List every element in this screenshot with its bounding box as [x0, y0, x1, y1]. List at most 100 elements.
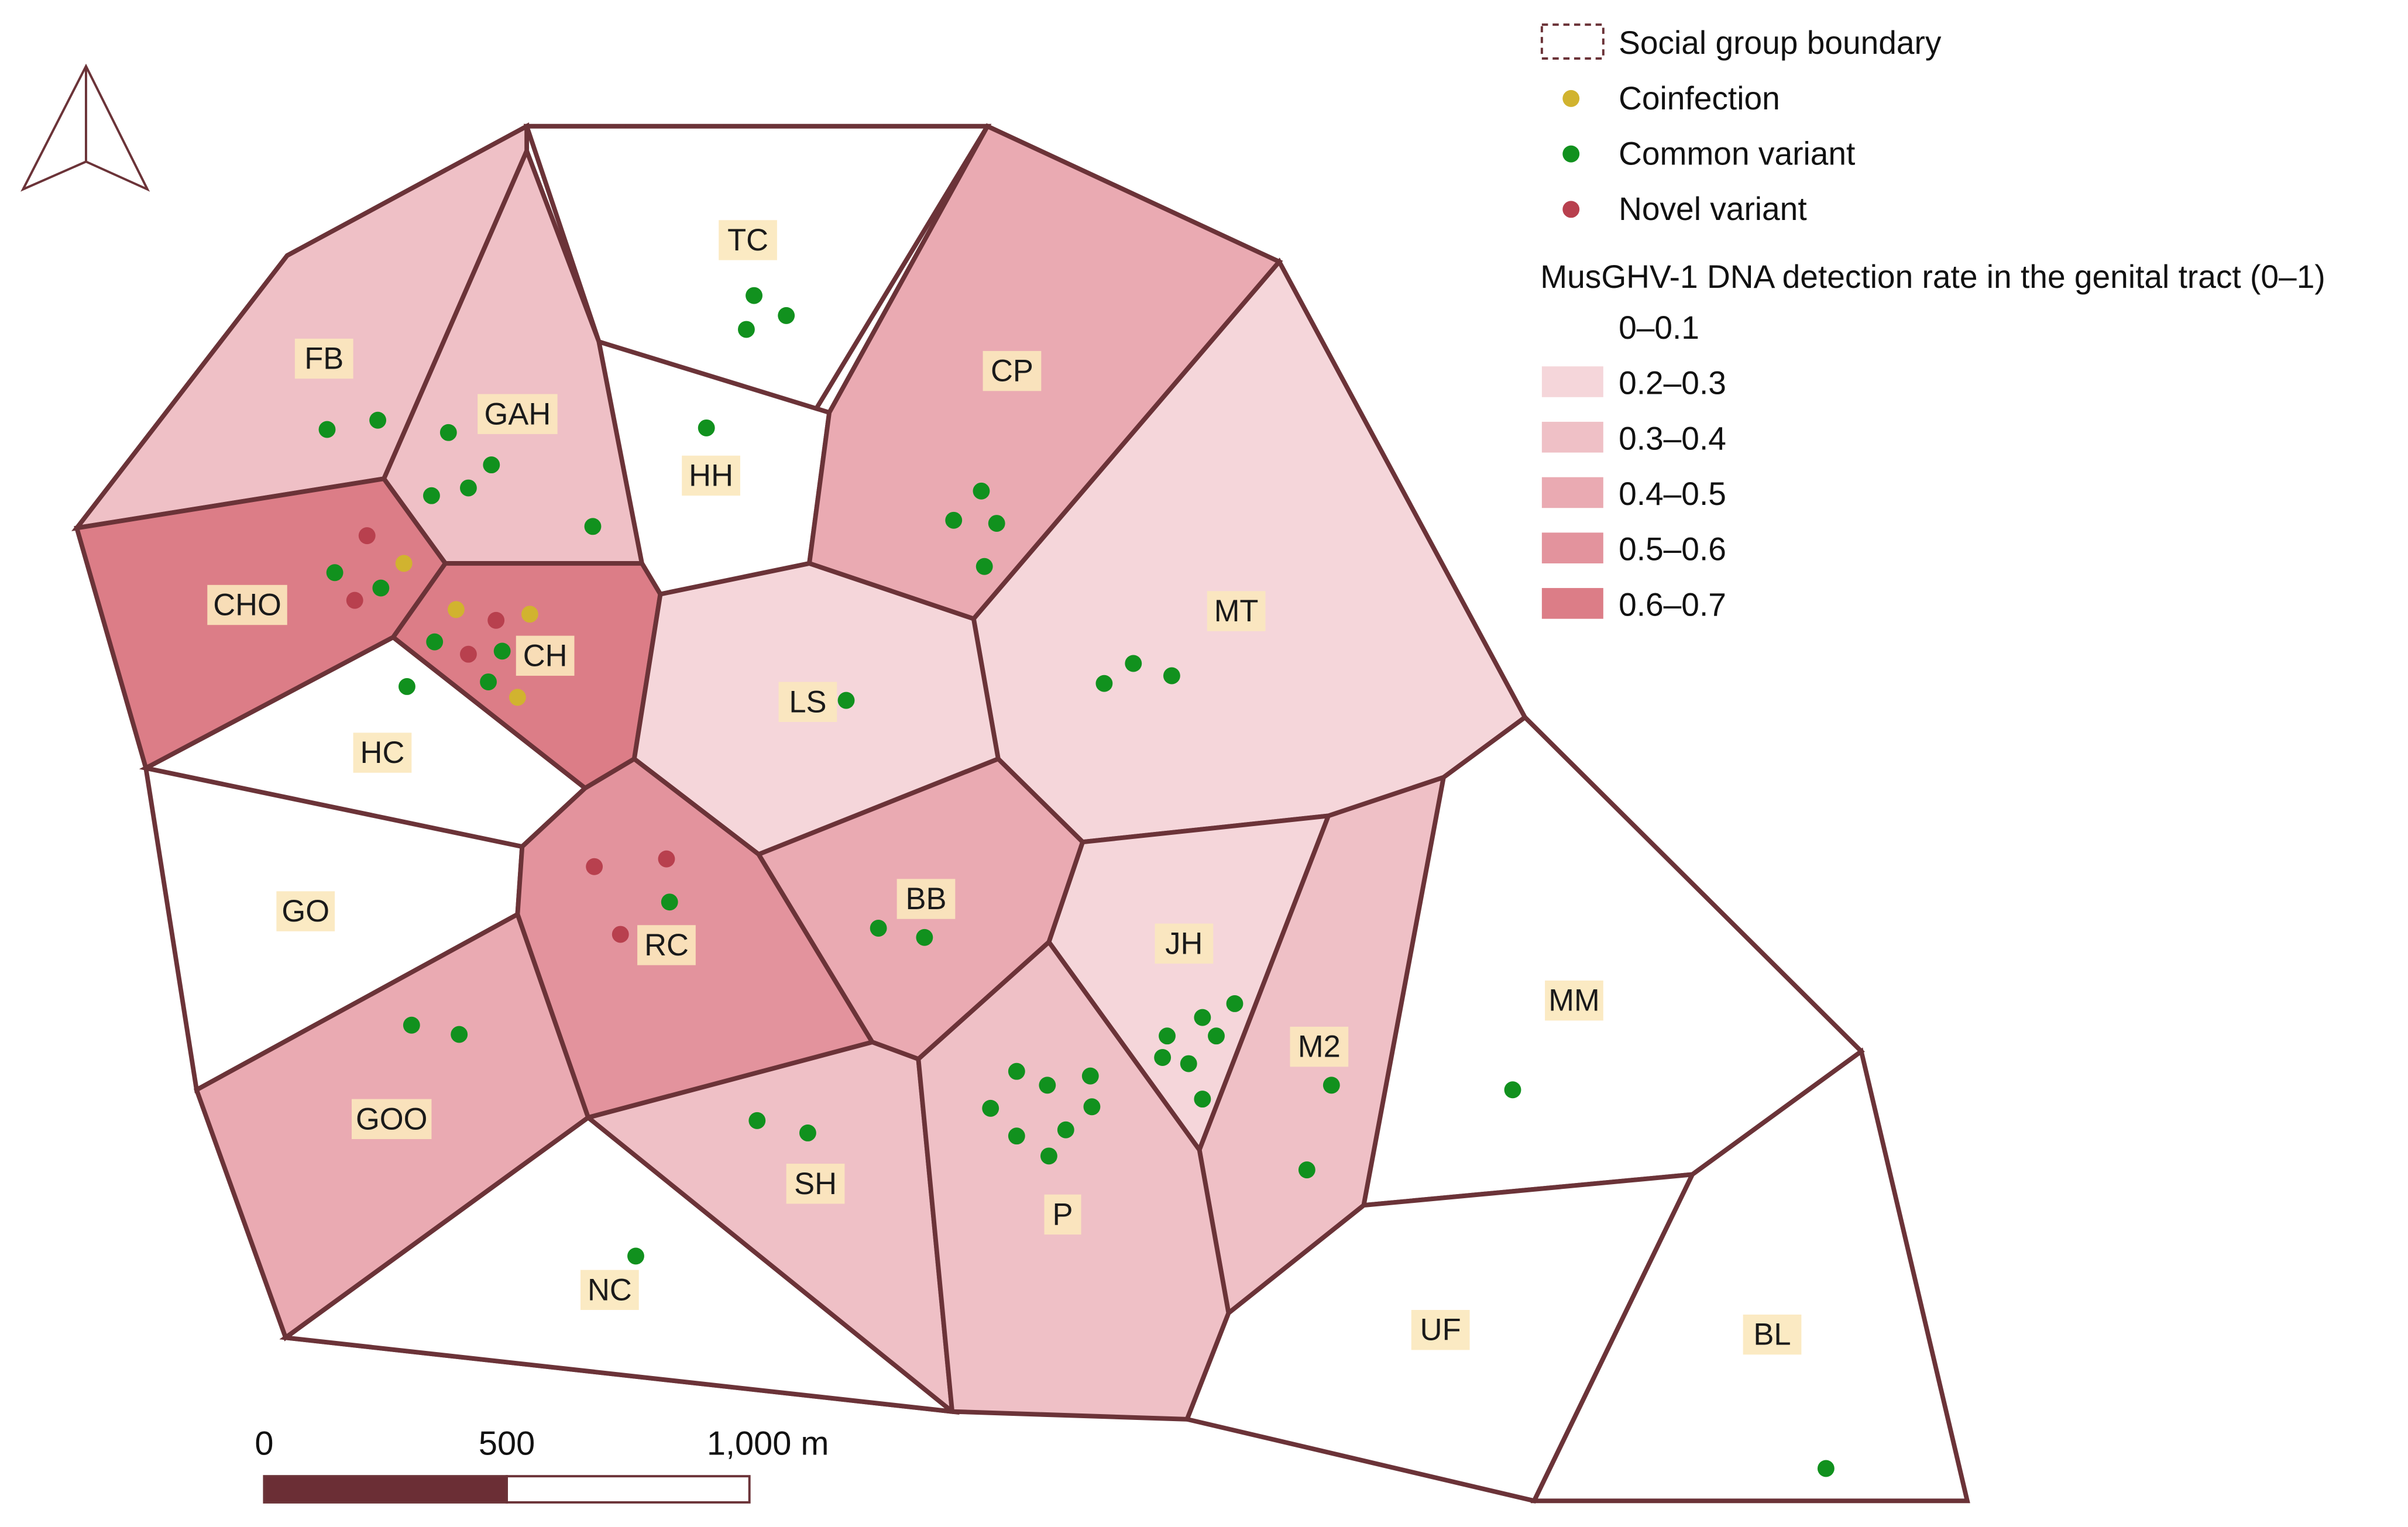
- label-background-goo: [351, 1099, 432, 1139]
- label-background-tc: [719, 220, 777, 260]
- group-label-fb: FB: [304, 341, 343, 376]
- common-variant-dot: [945, 511, 963, 529]
- outer-boundary: [75, 125, 1970, 1502]
- legend-coinfection-dot: [1562, 90, 1580, 107]
- common-variant-dot: [1040, 1147, 1057, 1165]
- legend-rate-swatch-3: [1541, 477, 1603, 508]
- common-variant-dot: [973, 482, 990, 500]
- label-background-rc: [637, 925, 696, 965]
- common-variant-dot: [661, 893, 678, 911]
- novel-variant-dot: [346, 591, 363, 609]
- label-background-ch: [516, 635, 575, 676]
- common-variant-dot: [1322, 1077, 1340, 1094]
- novel-variant-dot: [487, 611, 505, 629]
- legend-rate-label-1: 0.2–0.3: [1619, 364, 1726, 401]
- common-variant-dot: [799, 1124, 816, 1141]
- common-variant-dot: [326, 564, 343, 582]
- common-variant-dot: [451, 1026, 468, 1043]
- common-variant-dot: [698, 419, 715, 436]
- group-label-mt: MT: [1214, 594, 1259, 628]
- group-label-m2: M2: [1298, 1030, 1341, 1064]
- legend-common-variant-label: Common variant: [1619, 135, 1855, 171]
- group-label-nc: NC: [588, 1272, 632, 1307]
- label-background-gah: [478, 394, 558, 434]
- common-variant-dot: [426, 633, 444, 651]
- legend-rate-swatch-5: [1541, 588, 1603, 619]
- scale-label-500: 500: [479, 1425, 535, 1462]
- group-label-go: GO: [281, 894, 329, 928]
- legend-rate-label-3: 0.4–0.5: [1619, 476, 1726, 512]
- legend-common-variant-dot: [1562, 145, 1580, 163]
- group-label-cp: CP: [991, 354, 1033, 388]
- common-variant-dot: [399, 677, 415, 695]
- group-label-p: P: [1053, 1197, 1073, 1232]
- label-background-ls: [778, 682, 837, 722]
- legend-rate-swatch-0: [1541, 311, 1603, 342]
- common-variant-dot: [1504, 1081, 1521, 1099]
- common-variant-dot: [988, 515, 1005, 532]
- coinfection-dot: [395, 555, 413, 572]
- common-variant-dot: [1008, 1127, 1025, 1145]
- novel-variant-dot: [459, 645, 477, 663]
- common-variant-dot: [1083, 1098, 1101, 1116]
- common-variant-dot: [1226, 995, 1243, 1012]
- common-variant-dot: [1125, 655, 1142, 672]
- group-label-tc: TC: [727, 223, 768, 257]
- novel-variant-dot: [658, 850, 675, 868]
- common-variant-dot: [403, 1016, 420, 1034]
- label-background-m2: [1290, 1026, 1349, 1067]
- coinfection-dot: [448, 601, 465, 618]
- label-background-mm: [1545, 980, 1603, 1021]
- common-variant-dot: [439, 424, 457, 441]
- common-variant-dot: [1081, 1067, 1099, 1085]
- common-variant-dot: [483, 456, 500, 474]
- common-variant-dot: [493, 642, 511, 660]
- legend-coinfection-label: Coinfection: [1619, 80, 1780, 116]
- label-background-go: [276, 891, 335, 931]
- label-background-sh: [786, 1164, 845, 1204]
- common-variant-dot: [1039, 1077, 1056, 1094]
- common-variant-dot: [1163, 667, 1180, 685]
- label-background-hh: [682, 455, 740, 496]
- common-variant-dot: [1095, 675, 1113, 692]
- group-label-jh: JH: [1165, 926, 1203, 961]
- common-variant-dot: [746, 287, 762, 304]
- coinfection-dot: [521, 606, 538, 623]
- novel-variant-dot: [612, 926, 629, 943]
- common-variant-dot: [778, 307, 795, 324]
- common-variant-dot: [1159, 1027, 1176, 1045]
- common-variant-dot: [1180, 1055, 1197, 1072]
- territory-bl: [1530, 1047, 1970, 1504]
- legend-novel-variant-label: Novel variant: [1619, 191, 1807, 227]
- legend-rate-label-0: 0–0.1: [1619, 309, 1699, 346]
- legend-rate-label-2: 0.3–0.4: [1619, 420, 1726, 456]
- label-background-cho: [207, 584, 287, 625]
- legend: Social group boundary Coinfection Common…: [1540, 23, 2325, 623]
- group-label-gah: GAH: [485, 397, 551, 431]
- label-background-hc: [353, 732, 412, 773]
- group-label-cho: CHO: [213, 587, 281, 622]
- common-variant-dot: [748, 1112, 766, 1129]
- label-background-cp: [983, 350, 1042, 391]
- label-background-bb: [896, 879, 956, 919]
- common-variant-dot: [480, 673, 497, 691]
- common-variant-dot: [423, 487, 440, 504]
- label-background-mt: [1207, 591, 1266, 631]
- group-label-hc: HC: [360, 735, 405, 770]
- common-variant-dot: [916, 928, 933, 946]
- scale-bar-filled-segment: [263, 1475, 509, 1504]
- legend-boundary-label: Social group boundary: [1619, 25, 1942, 61]
- common-variant-dot: [1194, 1009, 1211, 1026]
- legend-rate-swatch-1: [1541, 366, 1603, 397]
- common-variant-dot: [1194, 1091, 1211, 1108]
- common-variant-dot: [870, 920, 887, 937]
- common-variant-dot: [837, 692, 855, 709]
- legend-rate-swatch-4: [1541, 532, 1603, 563]
- scale-label-0: 0: [255, 1425, 273, 1462]
- common-variant-dot: [369, 411, 387, 429]
- common-variant-dot: [318, 421, 336, 438]
- group-label-rc: RC: [644, 928, 689, 962]
- north-arrow-icon: [20, 63, 150, 192]
- scale-bar-empty-segment: [506, 1475, 751, 1504]
